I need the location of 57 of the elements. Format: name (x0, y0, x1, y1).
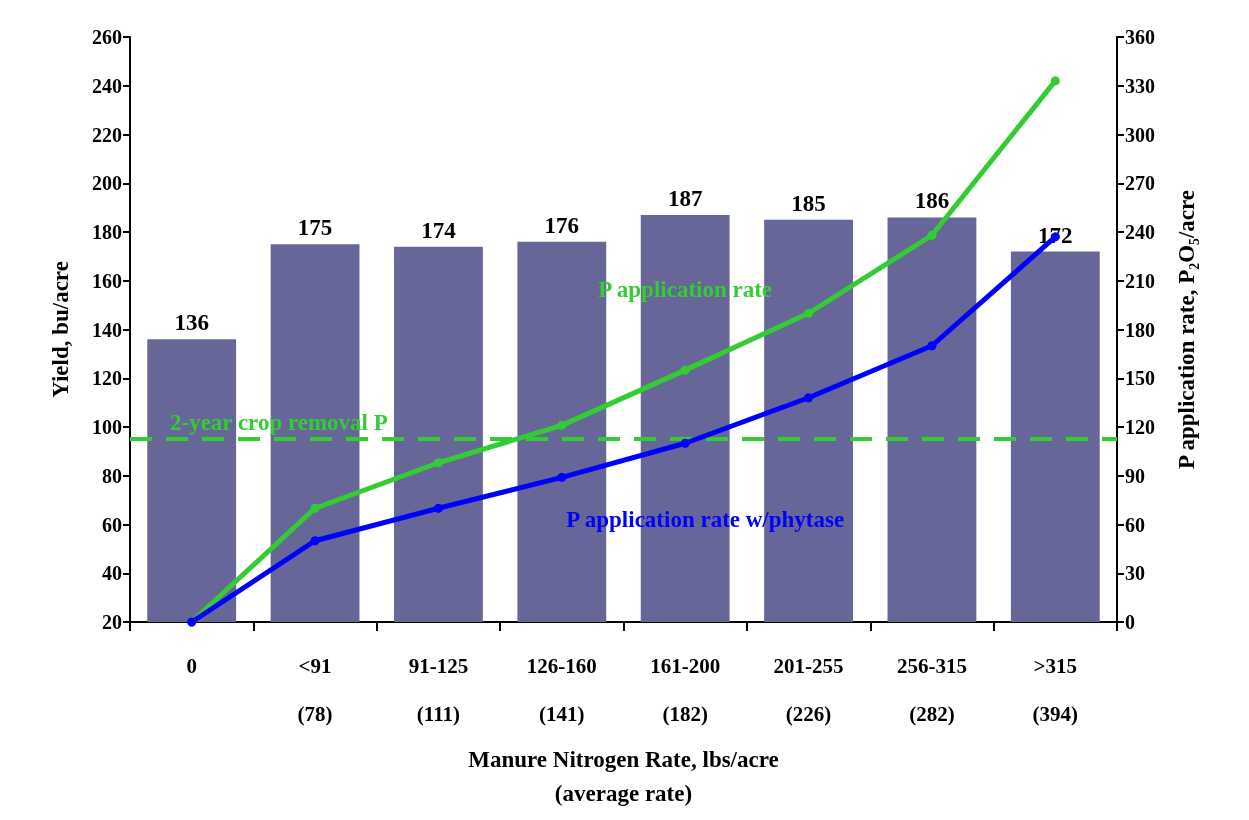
y2-tick-label: 360 (1125, 26, 1155, 48)
x-tick-label: >315 (394) (1032, 654, 1079, 726)
point (680, 438, 690, 448)
data-label: 174 (421, 217, 457, 243)
point (680, 365, 690, 375)
x-tick-label: 161-200 (182) (650, 654, 721, 726)
point (557, 472, 567, 482)
y-tick-label: 240 (92, 74, 122, 97)
y-tick-label: 80 (102, 464, 122, 487)
y-tick-label: 220 (92, 123, 122, 146)
y2-tick-label: 90 (1125, 464, 1145, 487)
point (557, 420, 567, 430)
x-tick-label: 201-255 (226) (773, 654, 844, 726)
x-tick-label: 91-125 (111) (408, 654, 469, 726)
y-tick-label: 160 (92, 269, 122, 292)
point (433, 458, 443, 468)
y2-tick-label: 0 (1125, 611, 1135, 633)
y2-tick-label: 240 (1125, 221, 1155, 243)
y2-tick-label: 300 (1125, 123, 1155, 146)
x-tick-label: 256-315 (282) (896, 654, 967, 726)
point (1050, 76, 1060, 86)
x-tick-label: 126-160 (141) (526, 654, 597, 726)
data-label: 186 (914, 188, 950, 214)
y-tick-label: 100 (92, 416, 122, 438)
y2-tick-label: 120 (1125, 416, 1155, 438)
y2-tick-label: 210 (1125, 269, 1155, 292)
data-label: 136 (174, 310, 209, 336)
y-tick-label: 180 (92, 221, 122, 243)
y2-tick-label: 30 (1125, 562, 1145, 585)
data-label: 187 (667, 185, 703, 211)
y2-tick-label: 180 (1125, 318, 1155, 341)
point (804, 308, 814, 318)
y2-tick-label: 270 (1125, 172, 1155, 195)
point (310, 536, 320, 546)
data-label: 176 (544, 212, 580, 238)
data-label: 185 (791, 190, 826, 216)
x-axis-title: Manure Nitrogen Rate, lbs/acre (average rate) (468, 747, 779, 807)
point (804, 393, 814, 403)
y-tick-label: 120 (92, 367, 122, 390)
y-tick-label: 20 (102, 611, 122, 633)
y2-axis-title: P application rate, P₂O₅/acre (1174, 189, 1199, 470)
point (433, 503, 443, 513)
y-tick-label: 200 (92, 172, 122, 195)
point (927, 230, 937, 240)
x-tick-label: 0 (186, 654, 197, 678)
data-label: 175 (297, 215, 333, 241)
point (927, 341, 937, 351)
point (310, 503, 320, 513)
y2-tick-label: 60 (1125, 513, 1145, 536)
y-tick-label: 40 (102, 562, 122, 585)
y-tick-label: 260 (92, 26, 122, 48)
y2-tick-label: 150 (1125, 367, 1155, 390)
y2-tick-label: 330 (1125, 74, 1155, 97)
y-tick-label: 60 (102, 513, 122, 536)
y-tick-label: 140 (92, 318, 122, 341)
x-tick-label: <91 (78) (297, 654, 333, 726)
y-axis-title: Yield, bu/acre (48, 261, 73, 398)
